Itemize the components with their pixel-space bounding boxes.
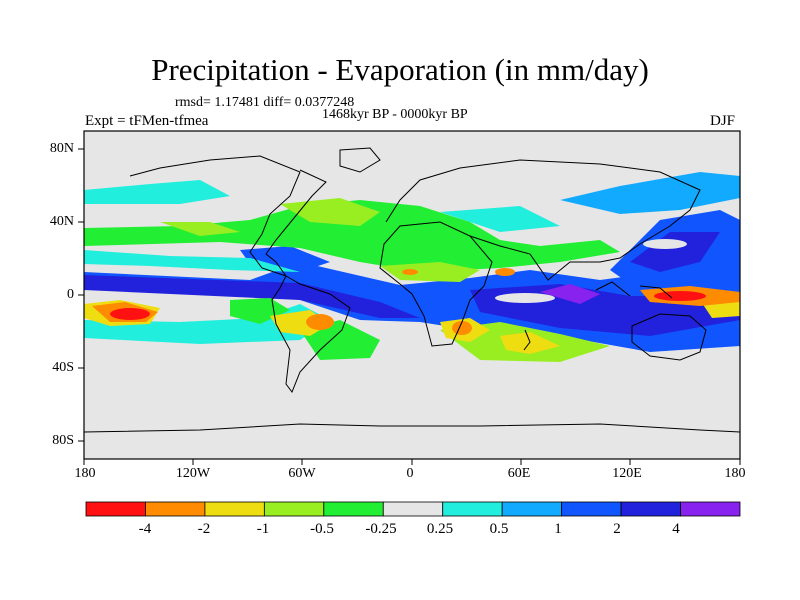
- field-region: [110, 308, 150, 320]
- colorbar-swatch: [323, 501, 384, 517]
- colorbar-label: 0.25: [426, 521, 454, 537]
- lon-label-180w: 180: [74, 466, 96, 481]
- lon-label-180e: 180: [724, 466, 746, 481]
- time-range-subtitle: 1468kyr BP - 0000kyr BP: [322, 107, 468, 122]
- colorbar-swatch: [620, 501, 681, 517]
- colorbar-swatch: [85, 501, 146, 517]
- lat-label-40n: 40N: [49, 214, 74, 229]
- field-region: [402, 269, 418, 275]
- colorbar-swatch: [561, 501, 622, 517]
- field-region: [654, 291, 706, 301]
- lat-label-40s: 40S: [52, 360, 74, 375]
- lat-label-0: 0: [67, 287, 74, 302]
- coastlines: [84, 147, 740, 433]
- north-america-coast: [129, 155, 327, 277]
- lon-label-120w: 120W: [175, 466, 211, 481]
- lon-label-60e: 60E: [507, 466, 531, 481]
- field-region: [84, 200, 620, 272]
- field-region: [160, 222, 240, 236]
- stats-text: rmsd= 1.17481 diff= 0.0377248: [175, 95, 355, 110]
- colorbar-label: 2: [613, 521, 621, 537]
- lat-label-80s: 80S: [52, 433, 74, 448]
- colorbar-swatch: [204, 501, 265, 517]
- eurasia-coast: [385, 159, 701, 281]
- field-region: [306, 314, 334, 330]
- field-region: [84, 180, 230, 204]
- colorbar-swatch: [382, 501, 444, 517]
- lon-label-120e: 120E: [612, 466, 642, 481]
- season-label: DJF: [710, 113, 736, 129]
- field-region: [495, 268, 515, 276]
- antarctica-coast: [84, 423, 740, 433]
- greenland-coast: [339, 147, 381, 173]
- field-region: [540, 284, 600, 304]
- field-region: [84, 250, 300, 272]
- experiment-label: Expt = tFMen-tfmea: [85, 113, 209, 129]
- lon-label-0: 0: [406, 466, 414, 481]
- colorbar: [85, 501, 741, 517]
- lat-ticks: [78, 148, 84, 442]
- field-region: [380, 262, 480, 282]
- colorbar-label: -0.25: [365, 521, 397, 537]
- colorbar-label: 0.5: [489, 521, 509, 537]
- lon-ticks: [83, 459, 741, 465]
- colorbar-swatch: [501, 501, 563, 517]
- field-region: [452, 321, 472, 335]
- africa-coast: [379, 221, 493, 347]
- maritime-continent-coast: [595, 281, 673, 299]
- lon-label-60w: 60W: [288, 466, 316, 481]
- madagascar-coast: [523, 329, 531, 351]
- field-region: [495, 293, 555, 303]
- precip-field: [84, 172, 740, 362]
- colorbar-label: 1: [554, 521, 562, 537]
- colorbar-swatch: [442, 501, 503, 517]
- australia-coast: [631, 313, 707, 361]
- field-region: [500, 332, 560, 354]
- colorbar-swatch: [145, 501, 206, 517]
- colorbar-swatch: [680, 501, 741, 517]
- colorbar-label: -1: [256, 521, 270, 537]
- field-region: [630, 232, 720, 272]
- field-region: [230, 298, 290, 324]
- field-region: [560, 172, 740, 214]
- colorbar-label: 4: [672, 521, 680, 537]
- colorbar-swatch: [263, 501, 325, 517]
- lat-label-80n: 80N: [49, 141, 74, 156]
- field-region: [440, 206, 560, 232]
- field-region: [643, 239, 687, 249]
- figure-title: Precipitation - Evaporation (in mm/day): [151, 52, 649, 87]
- colorbar-label: -2: [197, 521, 211, 537]
- colorbar-label: -4: [138, 521, 152, 537]
- field-region: [84, 304, 330, 344]
- south-america-coast: [271, 275, 351, 394]
- colorbar-label: -0.5: [310, 521, 334, 537]
- field-region: [84, 275, 420, 318]
